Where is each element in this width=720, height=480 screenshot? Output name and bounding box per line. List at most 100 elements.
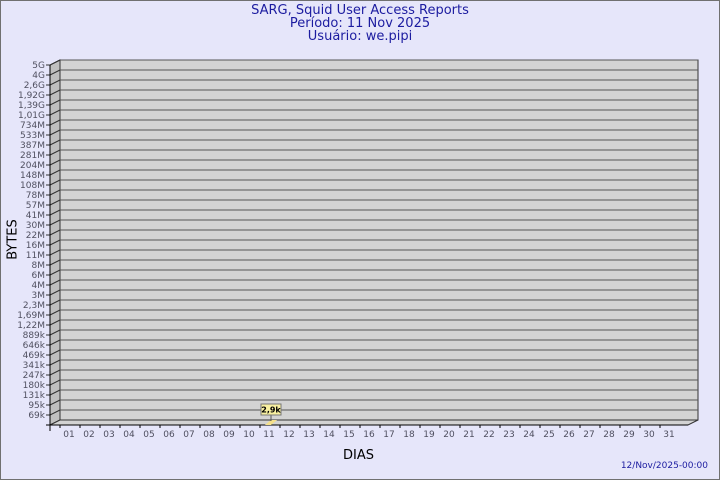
- chart-user: Usuário: we.pipi: [307, 29, 413, 44]
- x-tick-label: 11: [263, 430, 274, 440]
- side-gridline: [49, 369, 61, 376]
- x-tick-label: 30: [643, 430, 655, 440]
- x-tick-label: 25: [543, 430, 554, 440]
- x-tick-label: 18: [403, 430, 415, 440]
- side-gridline: [49, 389, 61, 396]
- side-gridline: [49, 359, 61, 366]
- x-tick-label: 13: [303, 430, 314, 440]
- x-tick-label: 31: [663, 430, 674, 440]
- x-tick-label: 17: [383, 430, 394, 440]
- side-gridline: [49, 319, 61, 326]
- y-tick-label: 78M: [26, 191, 45, 201]
- y-tick-label: 646k: [23, 341, 46, 351]
- y-tick-label: 5G: [32, 61, 45, 71]
- data-label: 2,9k: [261, 406, 281, 415]
- side-gridline: [49, 409, 61, 416]
- side-gridline: [49, 379, 61, 386]
- side-gridline: [49, 129, 61, 136]
- side-gridline: [49, 79, 61, 86]
- side-gridline: [49, 119, 61, 126]
- x-tick-label: 29: [623, 430, 635, 440]
- side-gridline: [49, 59, 61, 66]
- y-tick-label: 204M: [20, 161, 45, 171]
- y-tick-label: 1,69M: [17, 311, 45, 321]
- side-gridline: [49, 289, 61, 296]
- x-tick-label: 21: [463, 430, 474, 440]
- side-gridline: [49, 109, 61, 116]
- x-tick-label: 23: [503, 430, 514, 440]
- y-tick-label: 1,22M: [17, 321, 45, 331]
- side-gridline: [49, 229, 61, 236]
- y-tick-label: 247k: [23, 371, 46, 381]
- x-tick-label: 07: [183, 430, 194, 440]
- floor: [49, 419, 699, 426]
- side-gridline: [49, 259, 61, 266]
- y-tick-label: 1,92G: [18, 91, 45, 101]
- y-tick-label: 148M: [20, 171, 45, 181]
- y-tick-label: 4G: [32, 71, 45, 81]
- y-tick-label: 341k: [23, 361, 46, 371]
- y-tick-label: 1,01G: [18, 111, 45, 121]
- side-gridline: [49, 249, 61, 256]
- y-tick-label: 387M: [20, 141, 45, 151]
- side-gridline: [49, 349, 61, 356]
- y-tick-label: 6M: [32, 271, 46, 281]
- side-gridline: [49, 179, 61, 186]
- x-tick-label: 05: [143, 430, 154, 440]
- y-tick-label: 16M: [26, 241, 45, 251]
- y-tick-label: 889k: [23, 331, 46, 341]
- x-tick-label: 04: [123, 430, 135, 440]
- y-tick-label: 69k: [28, 411, 45, 421]
- y-tick-label: 180k: [23, 381, 46, 391]
- x-tick-label: 03: [103, 430, 114, 440]
- x-tick-label: 02: [83, 430, 94, 440]
- side-gridline: [49, 279, 61, 286]
- x-tick-label: 19: [423, 430, 435, 440]
- y-tick-label: 734M: [20, 121, 45, 131]
- y-tick-label: 2,3M: [23, 301, 45, 311]
- side-gridline: [49, 149, 61, 156]
- data-label-box: [260, 403, 282, 416]
- x-tick-label: 22: [483, 430, 494, 440]
- side-gridline: [49, 329, 61, 336]
- side-gridline: [49, 309, 61, 316]
- y-tick-label: 95k: [28, 401, 45, 411]
- x-tick-label: 16: [363, 430, 375, 440]
- side-gridline: [49, 209, 61, 216]
- y-tick-label: 8M: [32, 261, 46, 271]
- y-tick-label: 30M: [26, 221, 45, 231]
- side-gridline: [49, 269, 61, 276]
- x-tick-label: 20: [443, 430, 455, 440]
- side-gridline: [49, 169, 61, 176]
- side-gridline: [49, 139, 61, 146]
- y-tick-label: 2,6G: [24, 81, 45, 91]
- x-tick-label: 12: [283, 430, 294, 440]
- chart-title: SARG, Squid User Access Reports: [251, 3, 469, 18]
- side-gridline: [49, 339, 61, 346]
- x-tick-label: 01: [63, 430, 74, 440]
- y-tick-label: 57M: [26, 201, 45, 211]
- data-bar: [265, 420, 277, 425]
- timestamp: 12/Nov/2025-00:00: [620, 461, 708, 471]
- x-tick-label: 24: [523, 430, 535, 440]
- x-tick-label: 09: [223, 430, 235, 440]
- chart-period: Período: 11 Nov 2025: [289, 16, 431, 31]
- side-gridline: [49, 299, 61, 306]
- y-tick-label: 4M: [32, 281, 46, 291]
- x-tick-label: 28: [603, 430, 615, 440]
- x-tick-label: 14: [323, 430, 335, 440]
- y-tick-label: 469k: [23, 351, 46, 361]
- y-tick-label: 11M: [26, 251, 45, 261]
- x-tick-label: 26: [563, 430, 575, 440]
- side-gridline: [49, 399, 61, 406]
- side-gridline: [49, 89, 61, 96]
- side-gridline: [49, 69, 61, 76]
- side-gridline: [49, 99, 61, 106]
- side-gridline: [49, 189, 61, 196]
- y-tick-label: 3M: [32, 291, 46, 301]
- side-gridline: [49, 239, 61, 246]
- y-tick-label: 281M: [20, 151, 45, 161]
- y-tick-label: 108M: [20, 181, 45, 191]
- side-gridline: [49, 219, 61, 226]
- x-tick-label: 10: [243, 430, 255, 440]
